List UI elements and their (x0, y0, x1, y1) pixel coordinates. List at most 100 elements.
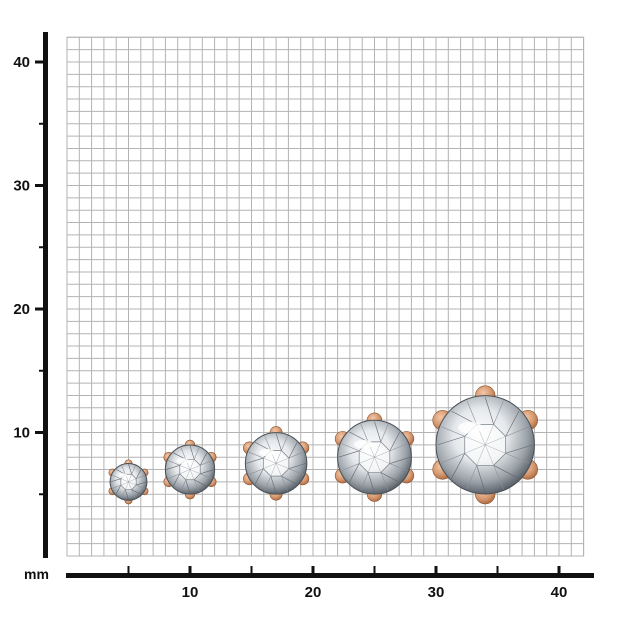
gem-inner-facet (128, 478, 137, 483)
y-axis-ticks: 10 20 30 40 (13, 54, 48, 496)
y-tick-label: 20 (13, 301, 30, 318)
gem-facet-line (380, 472, 389, 491)
stone-5mm (243, 426, 310, 501)
gem-facet-line (131, 489, 136, 499)
gem-facet-line (493, 465, 520, 479)
gem-facet-line (389, 443, 408, 452)
y-axis-line (43, 32, 48, 558)
x-tick-label: 20 (305, 584, 322, 601)
gem-inner-facet (359, 450, 375, 458)
gem-facet-line (466, 465, 478, 490)
gem-inner-facet (374, 441, 382, 458)
gem-inner-facet (464, 444, 486, 454)
gem-inner-facet (367, 457, 375, 473)
gem-facet-line (128, 463, 132, 475)
gem-facet-line (135, 469, 142, 479)
gem-facet-line (200, 469, 214, 475)
gem-inner-facet (359, 456, 375, 464)
gem-facet-line (185, 479, 191, 494)
gem-inner-facet (120, 478, 129, 483)
gem-facet-line (200, 473, 213, 479)
gem-inner-facet (128, 481, 137, 486)
gem-highlight (176, 457, 189, 464)
gem-inner-facet (374, 450, 390, 458)
gem-facet-line (125, 489, 129, 500)
gem-facet-line (180, 479, 187, 492)
y-tick-label: 10 (13, 425, 30, 442)
gem-inner-facet (485, 444, 506, 454)
gem-facet-line (360, 424, 369, 442)
gem-facet-line (440, 426, 465, 437)
gem-facet-line (166, 465, 180, 470)
gem-facet-line (389, 456, 411, 464)
unit-label: mm (24, 566, 49, 582)
gem-facet-line (246, 457, 264, 464)
gem-highlight (354, 439, 373, 449)
y-tick-label: 40 (13, 54, 30, 71)
gem-facet-line (136, 474, 146, 479)
gem-facet-line (121, 465, 126, 475)
gem-facet-line (199, 452, 208, 466)
gem-facet-line (360, 472, 369, 491)
gem-facet-line (131, 489, 142, 495)
gem-facet-line (281, 476, 288, 492)
gem-facet-line (167, 460, 180, 466)
gem-highlight (118, 473, 128, 478)
gem-facet-line (172, 473, 181, 487)
gem-inner-facet (263, 457, 277, 464)
gem-facet-line (189, 445, 195, 460)
x-tick-label: 30 (428, 584, 445, 601)
gem-inner-facet (276, 457, 289, 464)
gem-facet-line (437, 436, 465, 446)
gem-facet-line (111, 474, 121, 479)
gem-highlight (458, 421, 483, 434)
gem-facet-line (281, 435, 288, 451)
gem-inner-facet (276, 463, 289, 469)
gem-inner-facet (484, 444, 494, 466)
gem-inner-facet (128, 481, 132, 490)
gem-inner-facet (464, 436, 486, 446)
gem-facet-line (389, 463, 408, 472)
stone-3mm (108, 459, 149, 505)
gem-inner-facet (179, 469, 191, 475)
gem-facet-line (180, 447, 187, 460)
gem-facet-line (288, 442, 298, 459)
gem-inner-facet (128, 474, 132, 482)
gem-inner-facet (125, 481, 129, 490)
gem-inner-facet (120, 481, 129, 486)
stone-6mm (334, 412, 415, 502)
gem-facet-line (115, 484, 122, 495)
gem-facet-line (254, 468, 264, 485)
gem-facet-line (121, 489, 126, 499)
gem-inner-facet (189, 469, 195, 480)
gem-facet-line (451, 453, 466, 479)
gem-facet-line (374, 421, 382, 442)
gem-facet-line (505, 410, 520, 437)
gem-facet-line (281, 475, 298, 485)
gem-facet-line (466, 400, 478, 425)
gem-facet-line (288, 451, 304, 459)
x-axis-line (66, 573, 594, 578)
gem-facet-line (193, 479, 200, 492)
gem-facet-line (505, 444, 534, 454)
gem-facet-line (338, 450, 360, 458)
y-axis: 10 20 30 40 (13, 32, 48, 558)
gem-facet-line (275, 433, 282, 451)
x-axis-ticks: 10 20 30 40 (127, 566, 567, 601)
gem-inner-facet (179, 465, 191, 470)
gem-facet-line (110, 478, 121, 483)
gem-inner-facet (485, 436, 506, 446)
gem-facet-line (264, 476, 272, 492)
gem-facet-line (270, 476, 277, 494)
gem-facet-line (484, 397, 494, 425)
gem-facet-line (476, 465, 486, 493)
stones-layer (108, 385, 538, 505)
y-tick-label: 30 (13, 178, 30, 195)
gem-facet-line (136, 481, 147, 486)
gem-inner-facet (275, 463, 282, 477)
gem-inner-facet (374, 457, 382, 473)
gem-facet-line (248, 451, 264, 459)
stone-4mm (163, 439, 217, 500)
gem-facet-line (493, 400, 504, 425)
